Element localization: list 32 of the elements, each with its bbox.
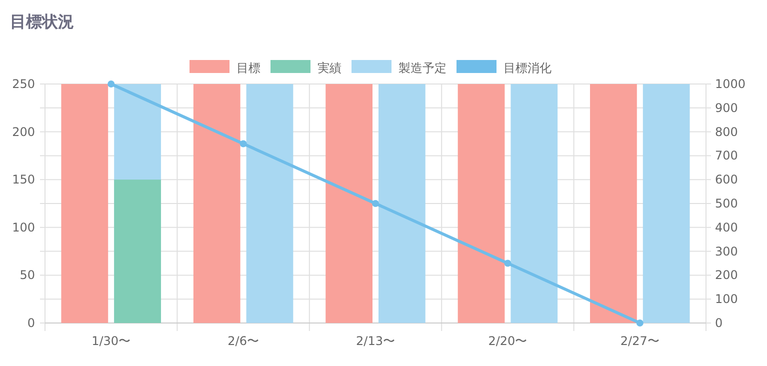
point: [636, 320, 644, 326]
y-tick-label: 0: [27, 316, 35, 330]
y-tick-label: 250: [12, 77, 35, 91]
x-tick-label: 2/13〜: [356, 334, 395, 348]
legend-label: 製造予定: [398, 61, 446, 75]
x-tick-label: 1/30〜: [92, 334, 131, 348]
point: [372, 200, 379, 207]
legend-label: 目標消化: [504, 61, 552, 75]
point: [108, 80, 115, 88]
y-tick-label: 200: [12, 124, 35, 139]
point: [240, 140, 247, 148]
chart-title: 目標状況: [10, 12, 74, 31]
x-tick-label: 2/27〜: [620, 334, 660, 348]
y-tick-label: 150: [12, 172, 35, 187]
y2-tick-label: 1000: [715, 77, 746, 91]
x-tick-label: 2/6〜: [228, 334, 259, 348]
y2-tick-label: 900: [715, 100, 738, 115]
y2-tick-label: 700: [715, 148, 738, 163]
y2-tick-label: 300: [715, 244, 738, 258]
y2-tick-label: 600: [715, 172, 738, 187]
y2-tick-label: 100: [715, 292, 738, 306]
y2-tick-label: 500: [715, 196, 738, 210]
y2-tick-label: 200: [715, 268, 738, 282]
y2-tick-label: 0: [715, 316, 723, 330]
legend-label: 実績: [318, 61, 342, 75]
legend-label: 目標: [236, 61, 260, 75]
y2-tick-label: 800: [715, 124, 738, 139]
y-tick-label: 50: [20, 268, 35, 282]
y2-tick-label: 400: [715, 220, 738, 234]
point: [504, 260, 512, 267]
y-tick-label: 100: [12, 220, 35, 234]
x-tick-label: 2/20〜: [488, 334, 528, 348]
